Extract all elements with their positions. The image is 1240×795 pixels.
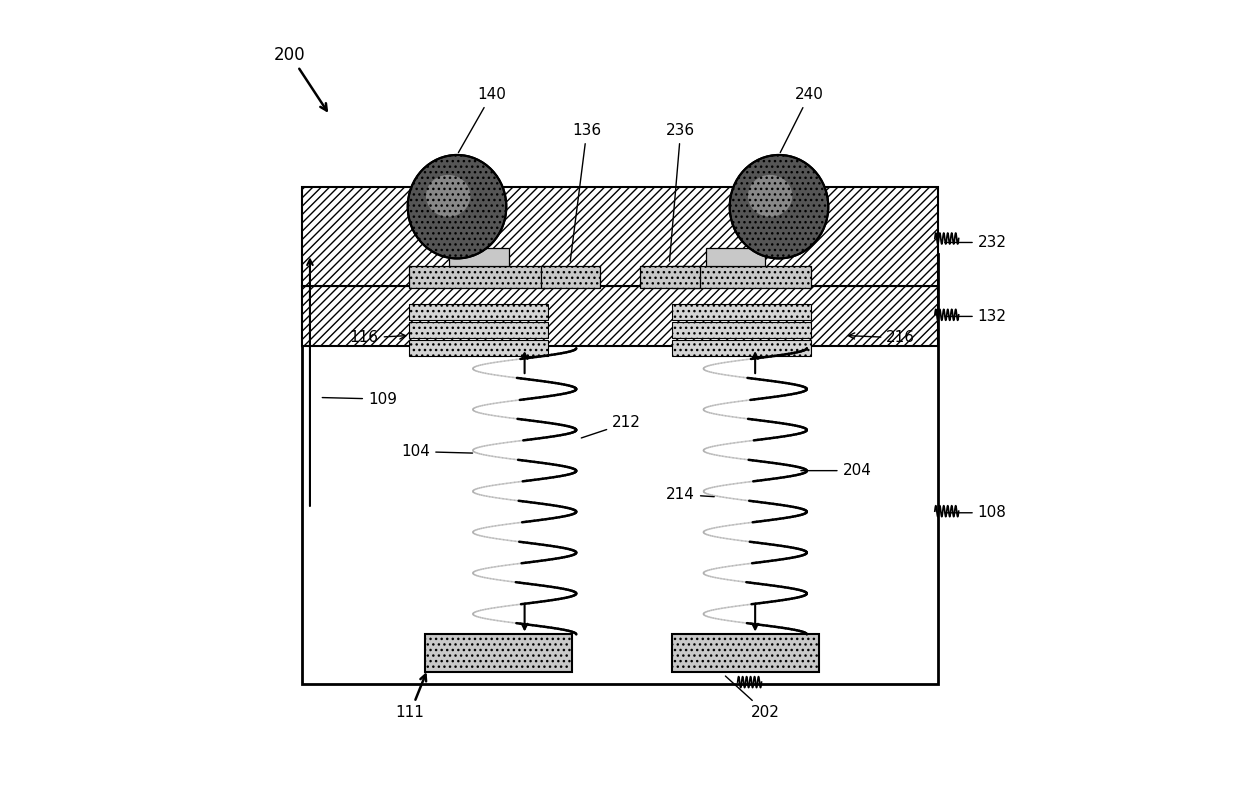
Bar [303, 286, 937, 346]
Text: 136: 136 [570, 123, 601, 262]
Bar [303, 254, 937, 684]
Bar [303, 187, 937, 286]
Ellipse shape [729, 155, 828, 258]
Ellipse shape [748, 175, 792, 217]
Text: 111: 111 [396, 675, 427, 720]
Text: 140: 140 [459, 87, 506, 153]
Text: 232: 232 [945, 235, 1007, 250]
Text: 204: 204 [801, 463, 872, 478]
Bar [672, 634, 818, 672]
Ellipse shape [427, 175, 470, 217]
Text: 108: 108 [945, 506, 1007, 520]
Text: 212: 212 [582, 416, 641, 438]
Bar [409, 266, 548, 288]
Text: 200: 200 [274, 45, 327, 111]
Bar [672, 340, 811, 356]
Text: 236: 236 [666, 123, 696, 262]
Bar [706, 248, 765, 266]
Text: 104: 104 [402, 444, 472, 459]
Text: 109: 109 [322, 392, 397, 406]
Bar [409, 304, 548, 320]
Bar [672, 266, 811, 288]
Bar [409, 322, 548, 338]
Ellipse shape [408, 155, 506, 258]
Bar [409, 340, 548, 356]
Bar [672, 304, 811, 320]
Bar [449, 248, 508, 266]
Bar [425, 634, 573, 672]
Text: 216: 216 [848, 331, 915, 345]
Text: 240: 240 [780, 87, 823, 153]
Text: 202: 202 [725, 676, 780, 720]
Text: 214: 214 [666, 487, 714, 502]
Bar [541, 266, 600, 288]
Bar [672, 322, 811, 338]
Bar [640, 266, 699, 288]
Text: 132: 132 [945, 309, 1007, 324]
Text: 116: 116 [350, 331, 405, 345]
